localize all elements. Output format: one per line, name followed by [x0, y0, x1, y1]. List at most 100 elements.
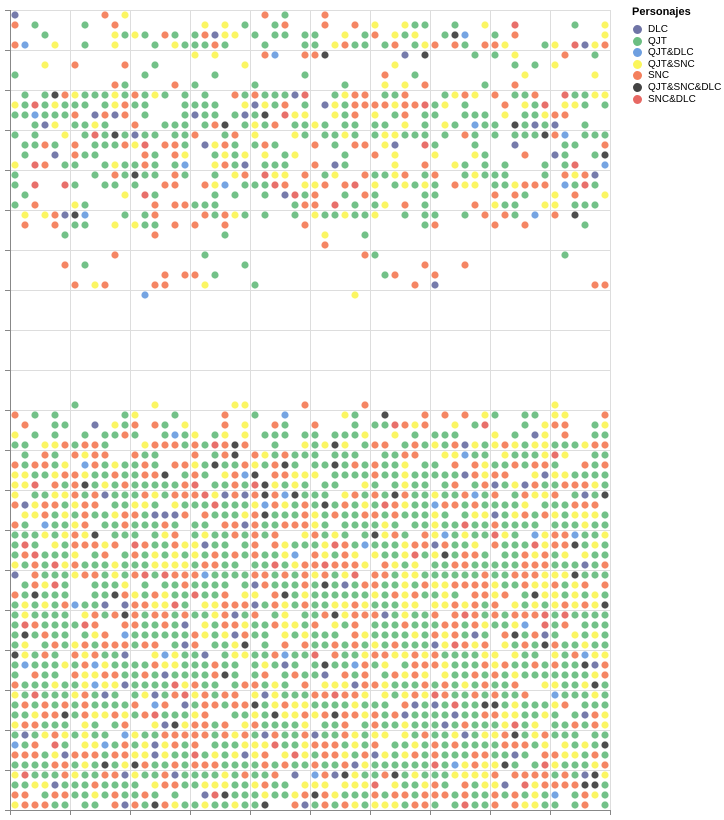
- legend-item-qjt-dlc[interactable]: QJT&DLC: [632, 47, 722, 58]
- data-point-qjt: [371, 601, 379, 609]
- data-point-dlc: [401, 51, 409, 59]
- data-point-qjt: [251, 791, 259, 799]
- data-point-qjt: [381, 761, 389, 769]
- data-point-dlc: [241, 111, 249, 119]
- data-point-qjt: [291, 121, 299, 129]
- data-point-qjt: [491, 171, 499, 179]
- data-point-qjt: [411, 731, 419, 739]
- data-point-snc: [461, 551, 469, 559]
- data-point-snc: [161, 281, 169, 289]
- data-point-qjt-snc: [301, 441, 309, 449]
- data-point-qjt-snc: [331, 531, 339, 539]
- data-point-qjt-snc: [531, 801, 539, 809]
- data-point-qjt-snc: [401, 471, 409, 479]
- data-point-snc: [11, 681, 19, 689]
- data-point-snc: [31, 561, 39, 569]
- data-point-qjt-snc: [171, 561, 179, 569]
- legend-item-qjt[interactable]: QJT: [632, 36, 722, 47]
- data-point-qjt-snc: [51, 471, 59, 479]
- data-point-qjt: [371, 191, 379, 199]
- data-point-qjt-snc-dlc: [581, 781, 589, 789]
- data-point-qjt: [51, 531, 59, 539]
- data-point-qjt: [421, 721, 429, 729]
- legend-item-qjt-snc-dlc[interactable]: QJT&SNC&DLC: [632, 82, 722, 93]
- data-point-qjt: [371, 251, 379, 259]
- data-point-qjt: [111, 481, 119, 489]
- data-point-qjt: [431, 571, 439, 579]
- data-point-qjt: [391, 461, 399, 469]
- data-point-qjt-snc: [601, 31, 609, 39]
- data-point-dlc: [371, 751, 379, 759]
- legend-swatch-icon: [633, 36, 642, 46]
- data-point-qjt: [111, 781, 119, 789]
- legend-item-snc[interactable]: SNC: [632, 70, 722, 81]
- data-point-qjt: [21, 111, 29, 119]
- data-point-qjt-snc: [31, 511, 39, 519]
- data-point-qjt: [411, 431, 419, 439]
- data-point-snc: [131, 91, 139, 99]
- data-point-snc: [321, 181, 329, 189]
- data-point-snc: [181, 491, 189, 499]
- data-point-qjt: [111, 501, 119, 509]
- data-point-qjt-snc: [361, 631, 369, 639]
- data-point-qjt: [51, 771, 59, 779]
- data-point-qjt-snc-dlc: [441, 551, 449, 559]
- data-point-qjt: [461, 211, 469, 219]
- data-point-qjt: [551, 521, 559, 529]
- data-point-qjt: [381, 711, 389, 719]
- data-point-qjt: [151, 131, 159, 139]
- data-point-qjt: [351, 671, 359, 679]
- data-point-qjt: [371, 171, 379, 179]
- data-point-qjt: [421, 211, 429, 219]
- data-point-snc: [571, 721, 579, 729]
- data-point-qjt: [391, 621, 399, 629]
- legend-item-qjt-snc[interactable]: QJT&SNC: [632, 59, 722, 70]
- data-point-qjt-dlc: [551, 791, 559, 799]
- data-point-qjt: [211, 731, 219, 739]
- data-point-qjt: [21, 781, 29, 789]
- data-point-qjt-snc: [361, 761, 369, 769]
- data-point-qjt-snc: [461, 771, 469, 779]
- data-point-qjt: [581, 591, 589, 599]
- data-point-qjt: [351, 521, 359, 529]
- data-point-qjt: [411, 641, 419, 649]
- data-point-qjt: [461, 711, 469, 719]
- data-point-qjt: [71, 221, 79, 229]
- data-point-qjt-snc: [431, 551, 439, 559]
- data-point-snc: [201, 561, 209, 569]
- data-point-snc: [11, 501, 19, 509]
- data-point-snc: [141, 761, 149, 769]
- legend-item-dlc[interactable]: DLC: [632, 24, 722, 35]
- data-point-qjt: [141, 111, 149, 119]
- data-point-snc: [521, 551, 529, 559]
- data-point-snc: [491, 801, 499, 809]
- data-point-qjt: [71, 731, 79, 739]
- data-point-qjt: [181, 631, 189, 639]
- data-point-snc-dlc: [421, 101, 429, 109]
- data-point-qjt-snc: [281, 751, 289, 759]
- data-point-qjt-snc: [551, 401, 559, 409]
- data-point-qjt-snc-dlc: [231, 441, 239, 449]
- data-point-snc: [541, 731, 549, 739]
- data-point-qjt: [451, 431, 459, 439]
- data-point-qjt: [551, 721, 559, 729]
- data-point-qjt-snc: [531, 721, 539, 729]
- data-point-dlc: [151, 741, 159, 749]
- data-point-snc: [271, 541, 279, 549]
- data-point-snc: [231, 471, 239, 479]
- data-point-qjt: [31, 531, 39, 539]
- data-point-qjt: [561, 161, 569, 169]
- data-point-qjt-snc: [541, 591, 549, 599]
- data-point-qjt: [571, 791, 579, 799]
- data-point-snc-dlc: [461, 801, 469, 809]
- data-point-qjt-snc-dlc: [581, 661, 589, 669]
- data-point-qjt-snc: [441, 451, 449, 459]
- data-point-qjt-snc: [211, 51, 219, 59]
- data-point-qjt: [361, 731, 369, 739]
- data-point-snc: [301, 681, 309, 689]
- data-point-dlc: [321, 671, 329, 679]
- legend-item-snc-dlc[interactable]: SNC&DLC: [632, 94, 722, 105]
- data-point-qjt: [341, 741, 349, 749]
- data-point-snc: [381, 771, 389, 779]
- data-point-qjt: [351, 651, 359, 659]
